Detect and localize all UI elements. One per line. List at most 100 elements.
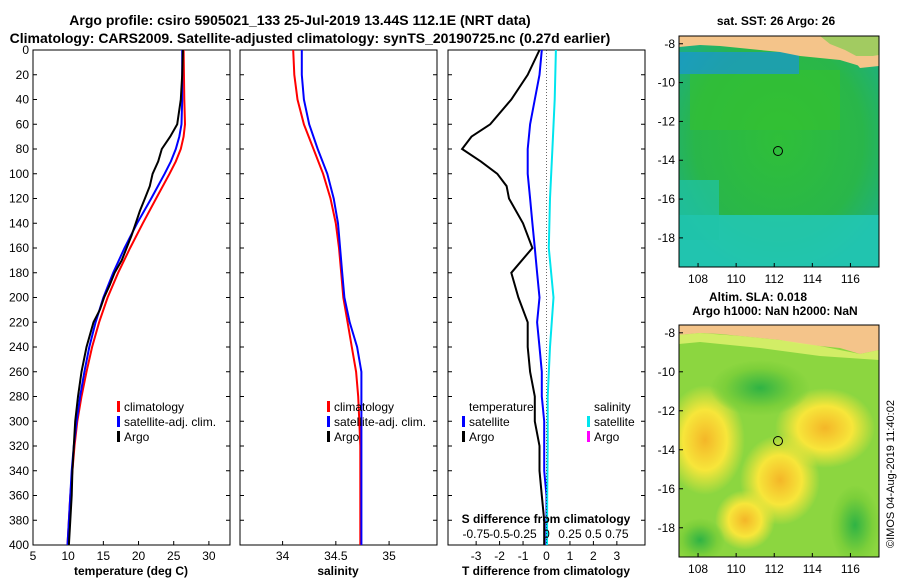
legend-swatch-s-satellite [587,416,590,427]
temperature-series [66,49,187,546]
map-y-tick-label: -10 [658,365,676,379]
map-x-tick-label: 112 [765,272,784,286]
series-line-satellite-adj-clim- [300,50,363,545]
s-tick-label: 0.25 [558,527,582,541]
x-tick-label: 1 [567,549,574,563]
salinity-panel: 34 34.5 35 salinity climatology satellite-… [239,49,438,578]
legend-swatch-argo [327,431,330,442]
sla-high-west [679,385,745,495]
legend-label-climatology: climatology [124,400,184,414]
legend-label-t-argo: Argo [469,430,495,444]
sla-coastal-land [679,325,879,354]
title-line1: Argo profile: csiro 5905021_133 25-Jul-2… [69,12,530,28]
map-y-tick-label: -12 [658,404,676,418]
sst-heatmap [679,36,879,267]
x-tick-label: 5 [30,549,37,563]
map-y-tick-label: -8 [664,37,675,51]
legend-label-satellite: satellite-adj. clim. [124,415,216,429]
sst-map-title: sat. SST: 26 Argo: 26 [717,14,836,28]
x-tick-label: -1 [518,549,529,563]
s-tick-label: -0.25 [509,527,537,541]
s-tick-label: 0.75 [605,527,629,541]
map-x-tick-label: 114 [803,562,822,576]
land-east [850,56,879,68]
depth-tick-label: 180 [9,266,29,280]
sst-map-ticks: 108 110 112 114 116 -8 -10 -12 -14 -16 -18 [658,37,861,286]
s-tick-label: -0.5 [489,527,510,541]
sst-coastal-cool [679,52,799,74]
x-tick-label: 15 [97,549,111,563]
series-line-s-satellite [546,49,557,546]
depth-tick-label: 260 [9,365,29,379]
map-y-tick-label: -8 [664,326,675,340]
series-line-climatology [292,49,362,545]
s-tick-label: 0.5 [585,527,602,541]
temperature-panel: 0204060801001201401601802002202402602803… [9,43,645,578]
x-tick-label: 34 [276,549,290,563]
sla-map-frame [678,324,880,558]
map-x-tick-label: 112 [765,562,784,576]
map-x-tick-label: 110 [727,272,746,286]
map-y-tick-label: -12 [658,114,676,128]
salinity-xlabel: salinity [317,564,359,578]
x-tick-label: 20 [132,549,146,563]
sla-low-southeast [830,485,879,557]
difference-x-ticks: -3 -2 -1 0 1 2 3 [471,541,621,563]
legend-label-s-argo: Argo [594,430,620,444]
legend-swatch-s-argo [587,431,590,442]
depth-tick-label: 200 [9,291,29,305]
depth-tick-label: 40 [16,93,30,107]
salinity-x-ticks: 34 34.5 35 [276,541,396,563]
x-tick-label: -2 [494,549,505,563]
legend-swatch-satellite [327,416,330,427]
depth-tick-label: 100 [9,167,29,181]
depth-tick-label: 160 [9,241,29,255]
map-y-tick-label: -16 [658,192,676,206]
depth-tick-label: 280 [9,390,29,404]
difference-panel: -3 -2 -1 0 1 2 3 S difference from climatology… [447,49,646,578]
legend-label-s-satellite: satellite [594,415,635,429]
depth-tick-label: 300 [9,414,29,428]
depth-tick-label: 80 [16,142,30,156]
temperature-xlabel: temperature (deg C) [74,564,188,578]
depth-tick-label: 120 [9,192,29,206]
legend-swatch-satellite [117,416,120,427]
depth-axis-ticks: 0 20 40 60 80 100 120 140 160 180 200 220 240 260 280 3… [9,43,645,552]
depth-tick-label: 240 [9,340,29,354]
x-tick-label: 10 [61,549,75,563]
x-tick-label: 35 [382,549,396,563]
legend-swatch-climatology [117,401,120,412]
imos-timestamp: ©IMOS 04-Aug-2019 11:40:02 [885,400,897,548]
sla-map-subtitle: Argo h1000: NaN h2000: NaN [692,304,857,318]
sla-low-north [710,360,810,416]
legend-title-salinity: salinity [594,400,631,414]
sla-heatmap [679,325,879,557]
s-tick-label: 0 [543,527,550,541]
sla-map-ticks: 108 110 112 114 116 -8 -10 -12 -14 -16 -18 [658,326,861,576]
java-coast-land [679,36,879,66]
legend-title-temperature: temperature [469,400,534,414]
map-y-tick-label: -16 [658,482,676,496]
series-line-argo [67,49,184,546]
depth-tick-label: 60 [16,117,30,131]
depth-tick-label: 220 [9,315,29,329]
sst-warm-patch [690,70,840,130]
title-line2: Climatology: CARS2009. Satellite-adjuste… [10,30,611,46]
sla-map-title: Altim. SLA: 0.018 [709,290,807,304]
depth-tick-label: 400 [9,538,29,552]
map-x-tick-label: 114 [803,272,822,286]
map-x-tick-label: 108 [688,272,708,286]
map-x-tick-label: 110 [727,562,746,576]
series-line-satellite-adj-clim- [66,50,184,546]
legend-swatch-climatology [327,401,330,412]
map-y-tick-label: -18 [658,231,676,245]
map-x-tick-label: 108 [688,562,708,576]
land-highlands [820,36,879,58]
x-tick-label: 2 [590,549,597,563]
temperature-plot-frame [32,49,231,546]
sla-coastal-strip [679,333,879,360]
legend-label-climatology: climatology [334,400,394,414]
map-y-tick-label: -14 [658,443,676,457]
x-tick-label: 3 [614,549,621,563]
depth-tick-label: 20 [16,68,30,82]
